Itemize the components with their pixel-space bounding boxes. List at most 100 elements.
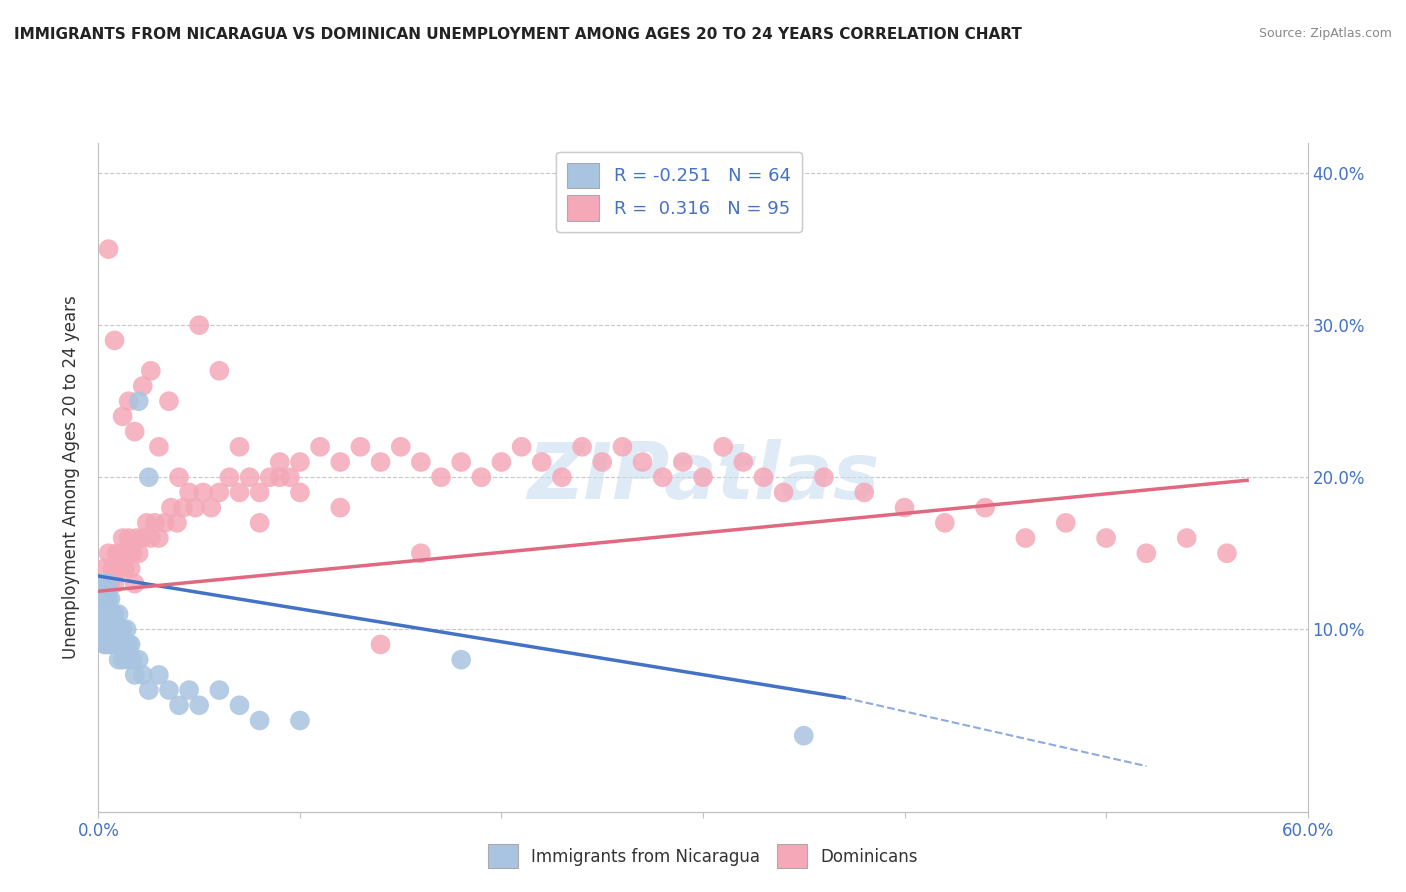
Point bbox=[288, 455, 311, 469]
Point bbox=[124, 576, 146, 591]
Point bbox=[89, 607, 111, 621]
Point bbox=[100, 637, 122, 651]
Point bbox=[97, 607, 120, 621]
Point bbox=[470, 470, 492, 484]
Point bbox=[93, 576, 115, 591]
Point bbox=[510, 440, 533, 454]
Point bbox=[208, 485, 231, 500]
Point bbox=[288, 714, 311, 728]
Point bbox=[118, 653, 141, 667]
Point bbox=[571, 440, 593, 454]
Point bbox=[329, 455, 352, 469]
Point bbox=[139, 364, 162, 378]
Point bbox=[110, 622, 132, 636]
Point bbox=[138, 470, 160, 484]
Point bbox=[692, 470, 714, 484]
Point bbox=[103, 622, 125, 636]
Point bbox=[107, 561, 129, 575]
Point bbox=[139, 531, 162, 545]
Point bbox=[409, 455, 432, 469]
Point bbox=[349, 440, 371, 454]
Point bbox=[105, 622, 128, 636]
Point bbox=[135, 516, 157, 530]
Point bbox=[148, 440, 170, 454]
Point bbox=[138, 683, 160, 698]
Point bbox=[103, 637, 125, 651]
Point bbox=[93, 622, 115, 636]
Point bbox=[157, 683, 180, 698]
Point bbox=[91, 576, 114, 591]
Point bbox=[93, 591, 115, 606]
Point bbox=[893, 500, 915, 515]
Point bbox=[103, 607, 125, 621]
Point bbox=[612, 440, 634, 454]
Point bbox=[115, 546, 138, 560]
Point bbox=[111, 531, 134, 545]
Point bbox=[249, 485, 271, 500]
Point bbox=[157, 394, 180, 409]
Point bbox=[179, 683, 201, 698]
Point bbox=[153, 516, 176, 530]
Point bbox=[188, 698, 211, 713]
Point bbox=[114, 561, 136, 575]
Point bbox=[111, 622, 134, 636]
Point bbox=[974, 500, 997, 515]
Point bbox=[128, 394, 150, 409]
Point bbox=[184, 500, 207, 515]
Point bbox=[96, 591, 118, 606]
Point bbox=[148, 668, 170, 682]
Point bbox=[110, 637, 132, 651]
Point bbox=[125, 531, 148, 545]
Point bbox=[128, 546, 150, 560]
Point bbox=[269, 455, 291, 469]
Point bbox=[228, 485, 250, 500]
Point bbox=[97, 622, 120, 636]
Point bbox=[160, 500, 183, 515]
Point bbox=[409, 546, 432, 560]
Point bbox=[115, 622, 138, 636]
Point bbox=[228, 440, 250, 454]
Point bbox=[208, 683, 231, 698]
Point bbox=[530, 455, 553, 469]
Point bbox=[124, 668, 146, 682]
Point bbox=[259, 470, 281, 484]
Point bbox=[772, 485, 794, 500]
Point bbox=[100, 591, 122, 606]
Point bbox=[631, 455, 654, 469]
Point bbox=[208, 364, 231, 378]
Point bbox=[121, 546, 143, 560]
Point bbox=[132, 531, 155, 545]
Point bbox=[93, 607, 115, 621]
Point bbox=[430, 470, 453, 484]
Point bbox=[188, 318, 211, 333]
Point bbox=[96, 607, 118, 621]
Point bbox=[1014, 531, 1036, 545]
Point bbox=[107, 622, 129, 636]
Point bbox=[100, 576, 122, 591]
Point bbox=[97, 576, 120, 591]
Point bbox=[97, 637, 120, 651]
Point bbox=[128, 653, 150, 667]
Point bbox=[309, 440, 332, 454]
Point bbox=[96, 637, 118, 651]
Point bbox=[93, 561, 115, 575]
Point bbox=[111, 409, 134, 424]
Point bbox=[121, 653, 143, 667]
Point bbox=[651, 470, 673, 484]
Point bbox=[853, 485, 876, 500]
Point bbox=[193, 485, 215, 500]
Point bbox=[1135, 546, 1157, 560]
Point bbox=[89, 591, 111, 606]
Point bbox=[450, 653, 472, 667]
Point bbox=[97, 546, 120, 560]
Point bbox=[200, 500, 222, 515]
Point bbox=[591, 455, 613, 469]
Point bbox=[107, 653, 129, 667]
Point bbox=[101, 561, 124, 575]
Point bbox=[96, 591, 118, 606]
Point bbox=[172, 500, 194, 515]
Point bbox=[96, 576, 118, 591]
Point bbox=[1054, 516, 1077, 530]
Point bbox=[1095, 531, 1118, 545]
Text: ZIPatlas: ZIPatlas bbox=[527, 439, 879, 516]
